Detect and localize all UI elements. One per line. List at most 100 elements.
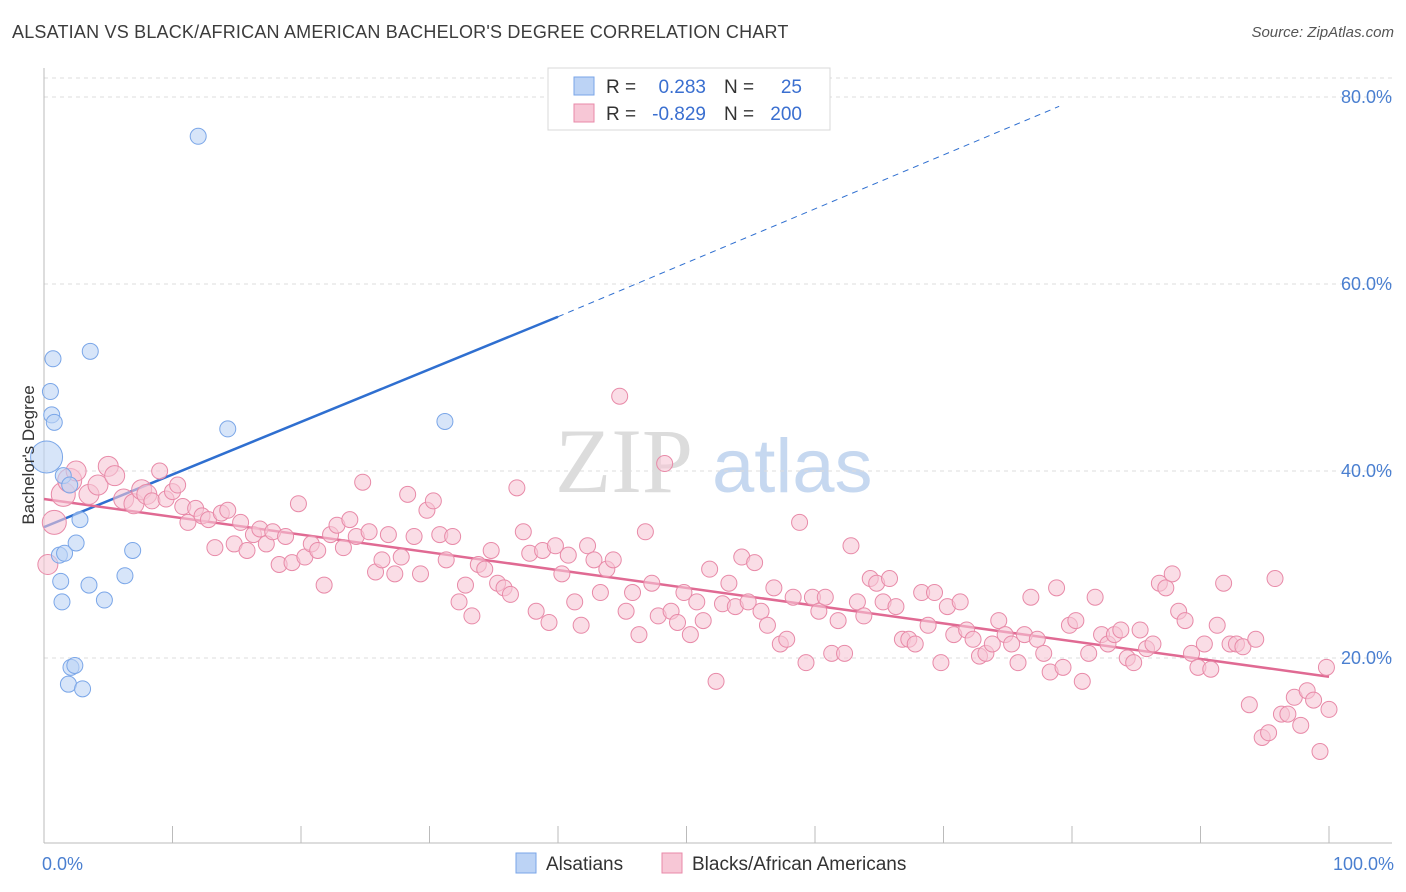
alsatian-point-15 (95, 591, 113, 609)
blacks-point-103 (720, 574, 738, 592)
blacks-point-50 (379, 526, 397, 544)
blacks-point-51 (386, 565, 404, 583)
axes: 20.0% 40.0% 60.0% 80.0% 0.0% 100.0% (42, 68, 1394, 874)
blacks-point-66 (482, 541, 500, 559)
blacks-point-59 (437, 551, 455, 569)
blacks-point-141 (964, 630, 982, 648)
blacks-point-85 (604, 551, 622, 569)
blacks-point-151 (1028, 630, 1046, 648)
blacks-point-55 (412, 565, 430, 583)
blacks-point-65 (476, 560, 494, 578)
legend-n-label-1: N = (724, 77, 754, 98)
data-points (30, 127, 1338, 760)
alsatian-point-24 (436, 412, 454, 430)
alsatian-point-16 (116, 567, 134, 585)
blacks-point-71 (514, 523, 532, 541)
alsatian-point-21 (74, 680, 92, 698)
blacks-point-147 (1003, 635, 1021, 653)
blacks-point-118 (816, 588, 834, 606)
blacks-point-90 (636, 523, 654, 541)
legend-n-value-2: 200 (770, 104, 802, 125)
blacks-point-107 (746, 554, 764, 572)
blacks-point-40 (315, 576, 333, 594)
legend-r-label-2: R = (606, 104, 636, 125)
blacks-point-169 (1144, 635, 1162, 653)
blacks-point-159 (1080, 644, 1098, 662)
blacks-point-76 (546, 537, 564, 555)
alsatian-point-19 (66, 656, 84, 674)
bottom-legend-label-blacks: Blacks/African Americans (692, 854, 906, 875)
blacks-point-60 (444, 527, 462, 545)
alsatian-point-3 (45, 413, 63, 431)
blacks-point-109 (758, 616, 776, 634)
y-tick-label-80: 80.0% (1341, 87, 1392, 107)
blacks-point-178 (1202, 660, 1220, 678)
blacks-point-188 (1266, 570, 1284, 588)
blacks-point-69 (501, 585, 519, 603)
blacks-point-195 (1311, 743, 1329, 760)
bottom-legend-swatch-alsatians (515, 852, 537, 874)
blacks-point-183 (1234, 638, 1252, 656)
alsatian-point-14 (80, 576, 98, 594)
blacks-point-52 (392, 548, 410, 566)
blacks-point-13 (143, 492, 161, 510)
blacks-point-192 (1292, 716, 1310, 734)
alsatian-point-22 (189, 127, 207, 145)
bottom-legend-swatch-blacks (661, 852, 683, 874)
blacks-point-19 (179, 513, 197, 531)
legend-r-value-2: -0.829 (652, 104, 706, 125)
blacks-point-175 (1183, 644, 1201, 662)
blacks-point-106 (739, 593, 757, 611)
legend-swatch-alsatians (573, 76, 595, 96)
blacks-point-171 (1157, 579, 1175, 597)
alsatian-point-20 (59, 675, 77, 693)
blacks-point-34 (277, 527, 295, 545)
legend-n-value-1: 25 (781, 77, 802, 98)
blacks-point-158 (1073, 672, 1091, 690)
blacks-point-136 (932, 654, 950, 672)
blacks-point-108 (752, 602, 770, 620)
blacks-point-166 (1125, 654, 1143, 672)
blacks-point-155 (1054, 658, 1072, 676)
blacks-point-86 (611, 387, 629, 405)
blacks-point-187 (1260, 724, 1278, 742)
blacks-point-73 (527, 602, 545, 620)
alsatian-point-12 (52, 572, 70, 590)
blacks-point-114 (791, 513, 809, 531)
blacks-point-79 (566, 593, 584, 611)
y-tick-label-20: 20.0% (1341, 648, 1392, 668)
blacks-point-83 (591, 584, 609, 602)
blacks-point-49 (373, 551, 391, 569)
blacks-point-122 (842, 537, 860, 555)
blacks-point-174 (1176, 612, 1194, 630)
blacks-point-28 (238, 541, 256, 559)
blacks-point-77 (553, 565, 571, 583)
blacks-point-6 (87, 474, 109, 496)
blacks-point-23 (206, 539, 224, 557)
blacks-point-194 (1305, 691, 1323, 709)
blacks-point-128 (881, 570, 899, 588)
alsatian-point-17 (124, 541, 142, 559)
blacks-point-134 (919, 616, 937, 634)
blacks-point-167 (1131, 621, 1149, 639)
blacks-point-1 (41, 509, 67, 535)
blacks-point-87 (617, 602, 635, 620)
grid (44, 77, 1392, 659)
blacks-point-81 (579, 537, 597, 555)
blacks-point-148 (1009, 654, 1027, 672)
legend-n-label-2: N = (724, 104, 754, 125)
blacks-point-123 (848, 593, 866, 611)
blacks-point-98 (688, 593, 706, 611)
blacks-point-185 (1247, 630, 1265, 648)
blacks-point-172 (1163, 565, 1181, 583)
blacks-point-25 (219, 501, 237, 519)
blacks-point-152 (1035, 644, 1053, 662)
bottom-legend: Alsatians Blacks/African Americans (515, 852, 906, 875)
blacks-point-135 (926, 584, 944, 602)
blacks-point-89 (630, 626, 648, 644)
blacks-point-164 (1112, 621, 1130, 639)
blacks-point-78 (559, 546, 577, 564)
blacks-point-99 (694, 612, 712, 630)
blacks-point-124 (855, 607, 873, 625)
